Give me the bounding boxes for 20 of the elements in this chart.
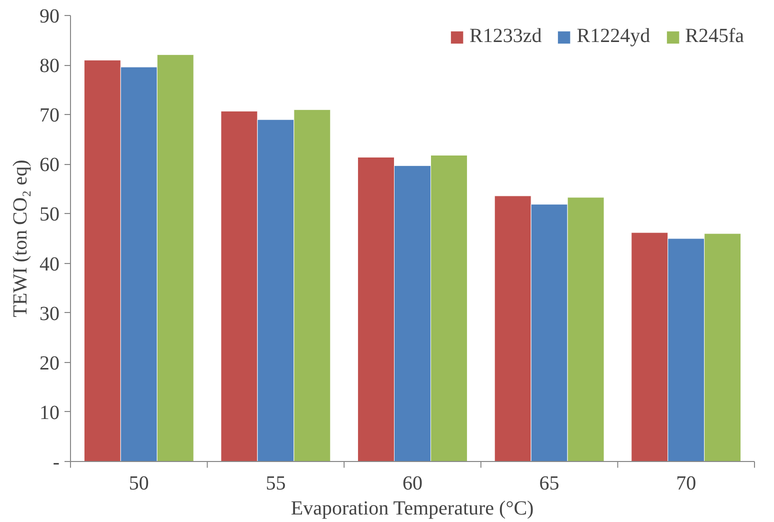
x-tick-label: 60 [402,472,422,494]
x-tick-label: 55 [266,472,286,494]
legend-label: R1233zd [470,25,542,48]
legend-label: R1224yd [576,25,650,48]
x-tick-label: 65 [539,472,560,494]
y-tick-label: 50 [40,204,60,226]
y-tick-label: 20 [40,352,60,374]
y-tick-label: 90 [40,6,60,28]
y-tick-label: 80 [40,55,60,78]
legend-label: R245fa [685,25,744,48]
y-tick-label: 30 [40,302,60,325]
y-tick-label: 60 [40,154,60,176]
x-tick-label: 70 [676,472,696,494]
y-axis-title: TEWI (ton CO₂ eq) [10,160,32,318]
x-tick-label: 50 [128,472,149,494]
y-tick-label: 10 [40,402,60,424]
y-tick-label: - [52,452,60,474]
x-axis-title: Evaporation Temperature (°C) [290,498,534,520]
y-tick-label: 70 [40,104,60,127]
y-tick-label: 40 [40,253,60,276]
